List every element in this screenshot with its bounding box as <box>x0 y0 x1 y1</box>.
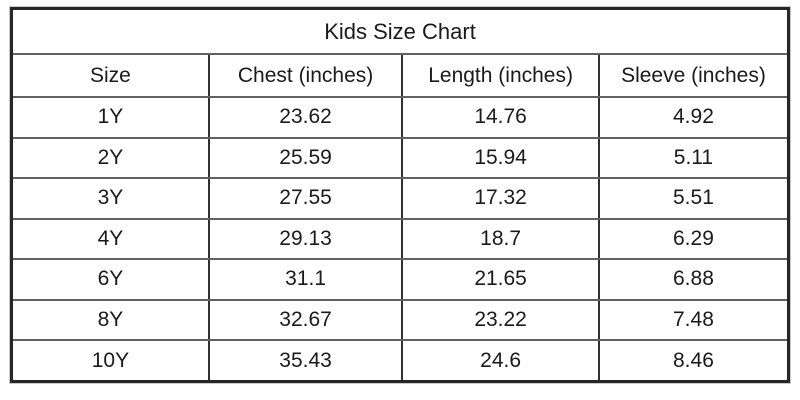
measurement-cell: 21.65 <box>401 258 600 301</box>
measurement-cell: 4.92 <box>597 96 790 139</box>
measurement-cell: 18.7 <box>401 217 600 261</box>
table-title: Kids Size Chart <box>10 7 790 55</box>
title-row: Kids Size Chart <box>10 7 790 55</box>
table-row: 2Y 25.59 15.94 5.11 <box>10 136 790 180</box>
measurement-cell: 31.1 <box>207 258 404 301</box>
size-cell: 1Y <box>10 96 210 139</box>
measurement-cell: 35.43 <box>207 339 404 383</box>
column-header: Length (inches) <box>401 53 600 98</box>
size-cell: 2Y <box>10 136 210 180</box>
kids-size-chart-table: Kids Size Chart Size Chest (inches) Length… <box>10 7 790 383</box>
size-cell: 4Y <box>10 217 210 261</box>
measurement-cell: 6.29 <box>597 217 790 261</box>
size-cell: 10Y <box>10 339 210 383</box>
measurement-cell: 7.48 <box>597 298 790 342</box>
measurement-cell: 6.88 <box>597 258 790 301</box>
size-cell: 8Y <box>10 298 210 342</box>
column-header: Sleeve (inches) <box>597 53 790 98</box>
measurement-cell: 23.62 <box>207 96 404 139</box>
header-row: Size Chest (inches) Length (inches) Sleeve … <box>10 53 790 98</box>
column-header: Size <box>10 53 210 98</box>
table-row: 8Y 32.67 23.22 7.48 <box>10 298 790 342</box>
measurement-cell: 29.13 <box>207 217 404 261</box>
measurement-cell: 8.46 <box>597 339 790 383</box>
measurement-cell: 25.59 <box>207 136 404 180</box>
measurement-cell: 24.6 <box>401 339 600 383</box>
column-header: Chest (inches) <box>207 53 404 98</box>
table-row: 10Y 35.43 24.6 8.46 <box>10 339 790 383</box>
table-row: 4Y 29.13 18.7 6.29 <box>10 217 790 261</box>
measurement-cell: 23.22 <box>401 298 600 342</box>
measurement-cell: 17.32 <box>401 177 600 220</box>
measurement-cell: 15.94 <box>401 136 600 180</box>
table-body: 1Y 23.62 14.76 4.92 2Y 25.59 15.94 5.11 3Y 27.55 1… <box>10 96 790 383</box>
table-row: 6Y 31.1 21.65 6.88 <box>10 258 790 301</box>
measurement-cell: 27.55 <box>207 177 404 220</box>
table-row: 3Y 27.55 17.32 5.51 <box>10 177 790 220</box>
measurement-cell: 14.76 <box>401 96 600 139</box>
size-cell: 6Y <box>10 258 210 301</box>
measurement-cell: 32.67 <box>207 298 404 342</box>
table-row: 1Y 23.62 14.76 4.92 <box>10 96 790 139</box>
measurement-cell: 5.51 <box>597 177 790 220</box>
measurement-cell: 5.11 <box>597 136 790 180</box>
size-cell: 3Y <box>10 177 210 220</box>
